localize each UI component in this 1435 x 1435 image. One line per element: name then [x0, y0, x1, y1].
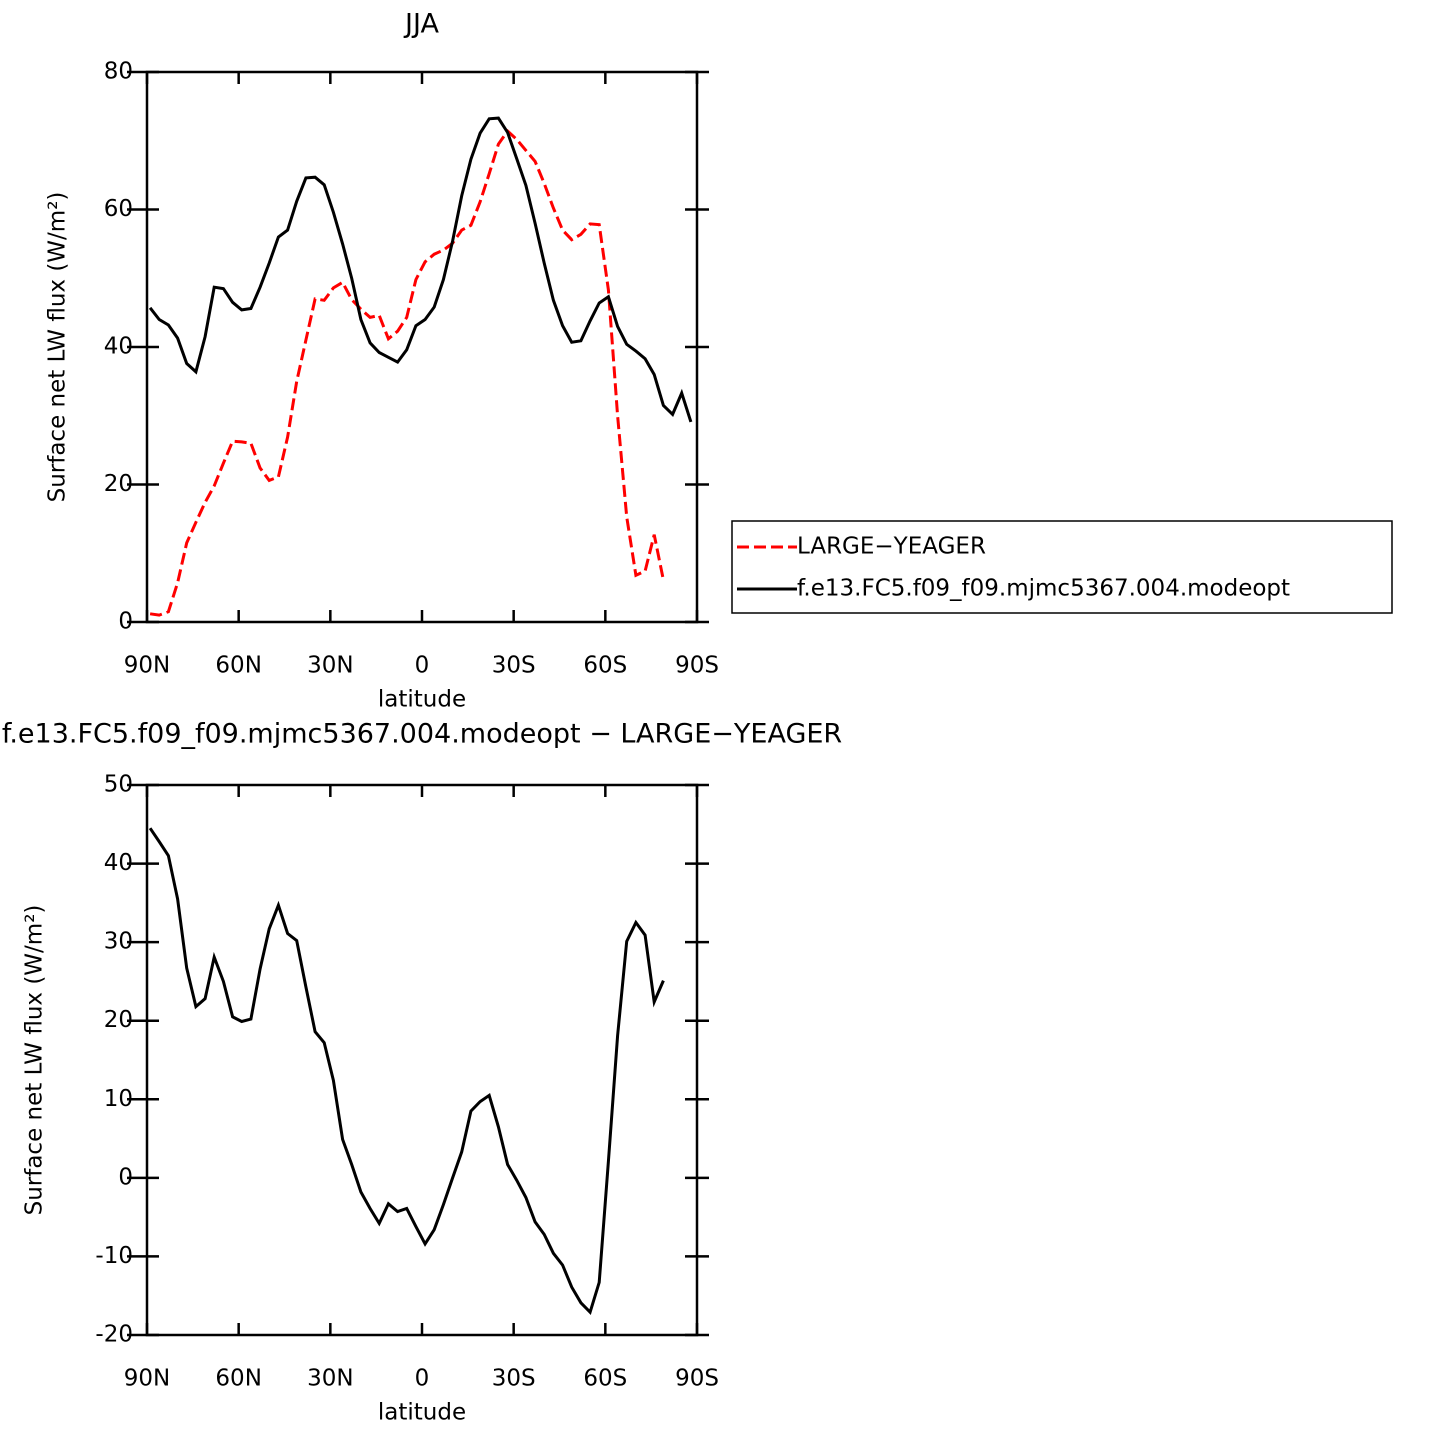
plot-frame	[145, 783, 699, 1337]
data-line	[148, 116, 693, 423]
x-tick-label: 90N	[124, 653, 170, 679]
legend-label: LARGE−YEAGER	[797, 534, 986, 560]
plot-frame	[145, 70, 699, 624]
x-tick-label: 90N	[124, 1366, 170, 1392]
y-tick-label: 0	[118, 609, 133, 635]
x-tick-label: 30N	[307, 653, 353, 679]
chart-title: f.e13.FC5.f09_f09.mjmc5367.004.modeopt −…	[2, 719, 842, 750]
x-tick-label: 60N	[215, 653, 261, 679]
data-line	[149, 128, 665, 617]
x-tick-label: 60N	[215, 1366, 261, 1392]
x-axis-label: latitude	[378, 687, 466, 713]
data-line	[148, 827, 665, 1316]
y-tick-label: 0	[118, 1164, 133, 1190]
x-axis-label: latitude	[378, 1400, 466, 1426]
x-tick-label: 0	[415, 1366, 430, 1392]
x-tick-label: 60S	[583, 1366, 627, 1392]
y-tick-label: -10	[95, 1243, 133, 1269]
legend-label: f.e13.FC5.f09_f09.mjmc5367.004.modeopt	[797, 576, 1290, 602]
legend-box	[731, 520, 1393, 614]
y-axis-label: Surface net LW flux (W/m²)	[45, 192, 71, 503]
x-tick-label: 90S	[675, 1366, 719, 1392]
y-tick-label: -20	[95, 1322, 133, 1348]
x-tick-label: 0	[415, 653, 430, 679]
chart-title: JJA	[403, 9, 439, 40]
x-tick-label: 60S	[583, 653, 627, 679]
x-tick-label: 30N	[307, 1366, 353, 1392]
x-tick-label: 90S	[675, 653, 719, 679]
x-tick-label: 30S	[492, 1366, 536, 1392]
y-axis-label: Surface net LW flux (W/m²)	[22, 905, 48, 1216]
x-tick-label: 30S	[492, 653, 536, 679]
